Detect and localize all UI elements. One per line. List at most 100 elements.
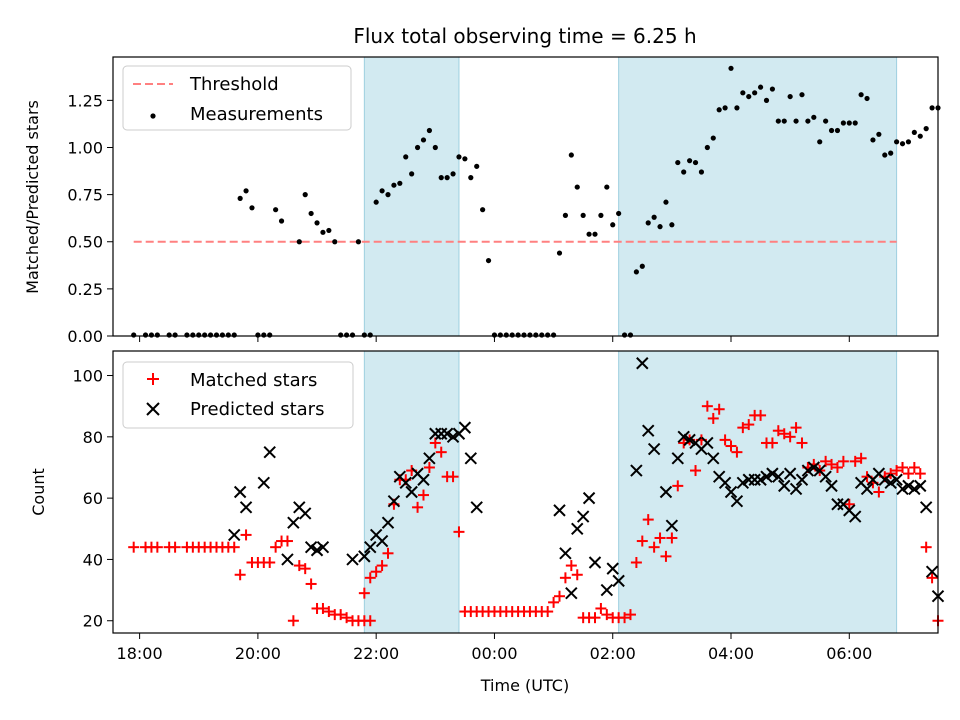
- measurement-point: [249, 205, 255, 211]
- measurement-point: [509, 332, 515, 338]
- matched-point: [731, 446, 743, 458]
- matched-point: [654, 532, 666, 544]
- matched-point: [323, 606, 335, 618]
- measurement-point: [846, 120, 852, 126]
- matched-point: [358, 587, 370, 599]
- bot-ytick-label: 60: [83, 489, 103, 508]
- predicted-point: [304, 540, 318, 554]
- measurement-point: [432, 144, 438, 151]
- predicted-point: [565, 586, 578, 600]
- measurement-point: [805, 118, 811, 124]
- matched-point: [364, 572, 376, 584]
- measurement-point: [864, 95, 870, 102]
- measurement-point: [450, 171, 456, 177]
- matched-point: [849, 455, 861, 467]
- predicted-point: [801, 464, 815, 477]
- matched-point: [660, 550, 672, 562]
- matched-point: [630, 557, 642, 568]
- top-panel: 0.00 0.25 0.50 0.75 1.00 1.25 Matched/Predict…: [23, 56, 941, 346]
- measurement-point: [616, 210, 622, 217]
- measurement-point: [267, 332, 273, 338]
- measurement-point: [355, 239, 362, 245]
- measurement-point: [166, 332, 172, 338]
- predicted-point: [588, 556, 602, 569]
- measurement-point: [639, 263, 645, 269]
- measurement-point: [550, 332, 557, 338]
- predicted-point: [470, 501, 483, 514]
- matched-point: [707, 412, 719, 424]
- predicted-point: [724, 485, 738, 499]
- predicted-point: [630, 464, 643, 477]
- bottom-x-axis: 18:00 20:00 22:00 00:00 02:00 04:00 06:00: [117, 633, 872, 663]
- measurement-point: [734, 105, 740, 111]
- measurement-point: [882, 152, 888, 158]
- matched-point: [264, 557, 276, 568]
- predicted-point: [642, 424, 655, 437]
- measurement-point: [367, 332, 373, 338]
- predicted-point: [671, 452, 684, 465]
- matched-point: [920, 541, 932, 553]
- predicted-point: [358, 550, 371, 563]
- measurement-point: [888, 150, 894, 156]
- measurement-point: [219, 332, 226, 338]
- measurement-point: [261, 332, 267, 338]
- top-shaded-interval-2: [618, 56, 898, 337]
- matched-point: [370, 566, 382, 578]
- predicted-point: [795, 473, 809, 486]
- measurement-point: [645, 220, 651, 226]
- x-axis-label: Time (UTC): [480, 676, 569, 695]
- measurement-point: [426, 127, 432, 134]
- matched-point: [412, 501, 424, 513]
- matched-point: [281, 535, 293, 547]
- predicted-point: [316, 540, 330, 554]
- predicted-point: [228, 528, 241, 542]
- measurement-point: [207, 332, 214, 338]
- matched-point: [382, 547, 394, 559]
- top-shaded-interval-1: [363, 56, 460, 337]
- predicted-point: [742, 473, 755, 486]
- measurement-point: [420, 137, 427, 143]
- predicted-point: [387, 494, 401, 508]
- measurement-point: [598, 212, 604, 218]
- matched-point: [690, 465, 702, 477]
- matched-point: [228, 541, 240, 553]
- measurement-point: [480, 207, 486, 213]
- measurement-point: [142, 332, 149, 338]
- top-legend-box: [122, 65, 352, 131]
- predicted-point: [239, 501, 253, 514]
- matched-point: [571, 569, 583, 581]
- predicted-point: [677, 430, 690, 444]
- matched-point: [926, 572, 938, 584]
- measurement-point: [698, 169, 705, 175]
- xtick-label: 18:00: [117, 644, 163, 663]
- matched-point: [453, 526, 465, 538]
- matched-point: [335, 609, 347, 621]
- predicted-point: [576, 510, 590, 523]
- measurement-point: [746, 93, 752, 100]
- matched-point: [559, 572, 571, 584]
- matched-point: [820, 455, 832, 467]
- top-ytick-label: 0.25: [67, 280, 103, 299]
- measurement-point: [172, 332, 178, 338]
- predicted-point: [606, 562, 619, 575]
- matched-point: [831, 461, 843, 473]
- predicted-point: [778, 479, 791, 493]
- predicted-point: [766, 467, 779, 480]
- matched-point: [429, 437, 441, 449]
- matched-point: [554, 590, 566, 602]
- measurement-point: [515, 332, 521, 338]
- matched-point: [317, 602, 329, 614]
- measurement-point: [911, 129, 917, 136]
- matched-point: [270, 541, 282, 553]
- bottom-panel: 20 40 60 80 100 18:00 20:00 22:00 00:00 02:00 04:…: [29, 350, 945, 695]
- measurement-point: [414, 144, 421, 151]
- matched-point: [240, 529, 252, 541]
- xtick-label: 00:00: [471, 644, 517, 663]
- matched-point: [548, 596, 560, 608]
- measurement-point: [190, 332, 196, 338]
- measurement-point: [503, 332, 509, 338]
- predicted-point: [707, 452, 720, 465]
- measurement-point: [929, 105, 935, 111]
- predicted-point: [736, 476, 750, 490]
